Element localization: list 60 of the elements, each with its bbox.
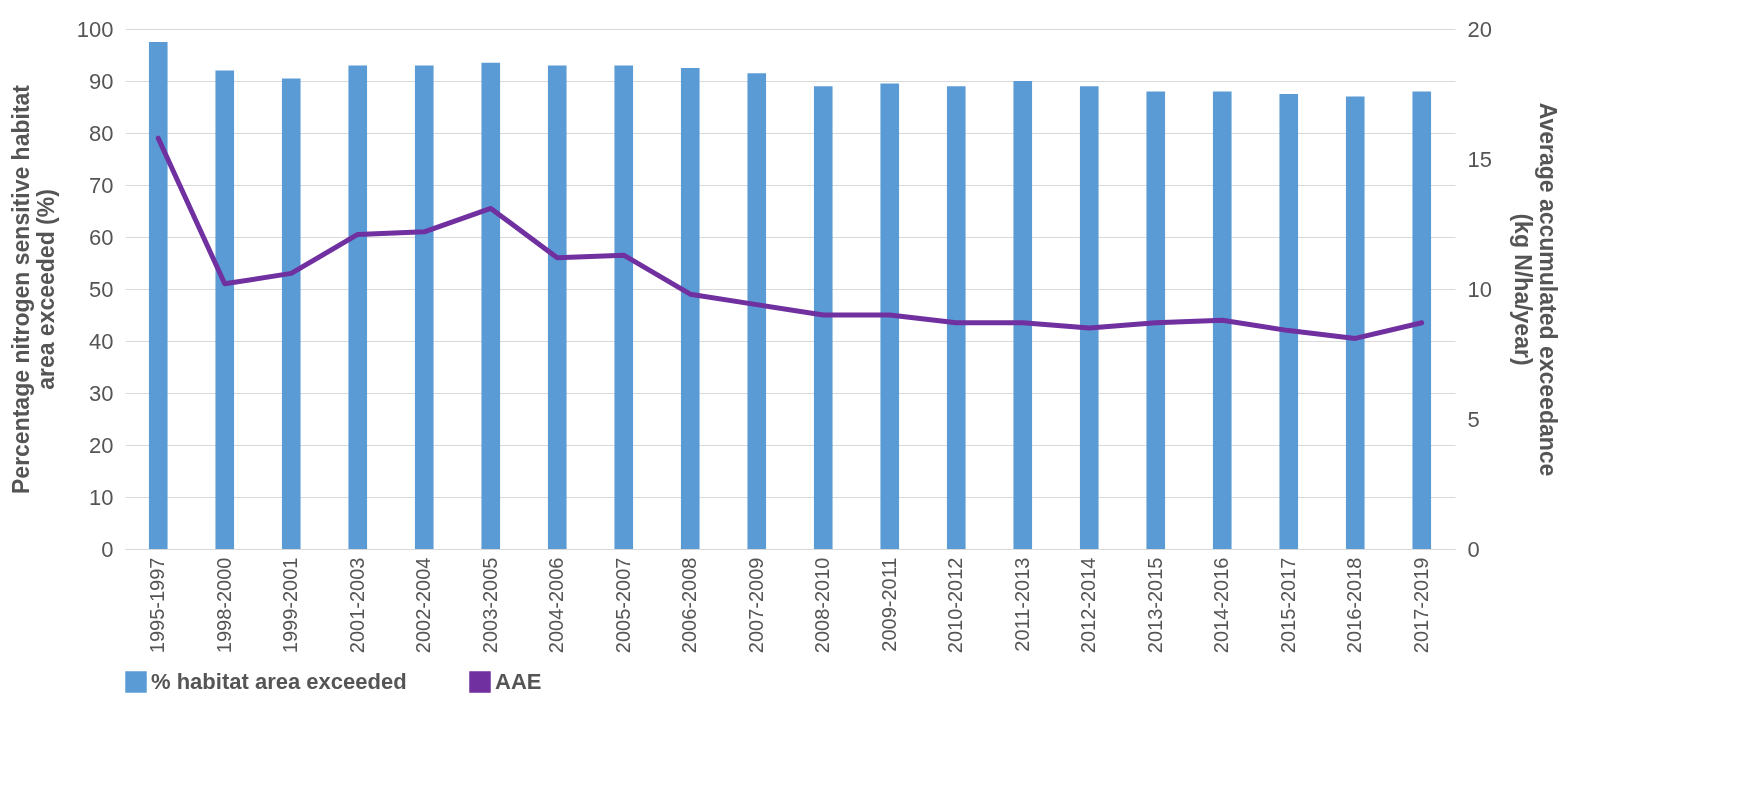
x-tick-label: 2009-2011 (877, 557, 900, 652)
y-axis-title: Percentage nitrogen sensitive habitat area exceeded (%) (7, 84, 59, 495)
bar (148, 42, 168, 549)
bar (1345, 96, 1365, 549)
bar (348, 65, 368, 549)
bar (747, 73, 767, 549)
y-tick-label: 20 (89, 432, 114, 458)
x-tick-label: 2004-2006 (545, 557, 568, 654)
x-tick-label: 2017-2019 (1409, 557, 1432, 654)
y-tick-label: 30 (89, 380, 114, 406)
x-tick-label: 2001-2003 (345, 557, 368, 654)
x-tick-label: 2012-2014 (1077, 557, 1100, 654)
x-tick-label: 2002-2004 (412, 557, 435, 654)
bar (946, 86, 966, 549)
y2-tick-label: 20 (1467, 16, 1492, 42)
bar (614, 65, 634, 549)
bar (1146, 91, 1166, 549)
x-tick-label: 2007-2009 (744, 557, 767, 654)
bar (481, 62, 501, 549)
x-tick-label: 1995-1997 (146, 557, 169, 654)
x-tick-label: 2014-2016 (1210, 557, 1233, 654)
bar (813, 86, 833, 549)
x-tick-label: 2016-2018 (1343, 557, 1366, 654)
x-tick-label: 2015-2017 (1276, 557, 1299, 654)
x-tick-label: 2003-2005 (478, 557, 501, 654)
bar (281, 78, 301, 549)
y2-tick-label: 5 (1467, 406, 1480, 432)
y-tick-label: 50 (89, 276, 114, 302)
x-tick-label: 2006-2008 (678, 557, 701, 654)
x-tick-label: 1998-2000 (212, 557, 235, 654)
bar (1279, 94, 1299, 549)
y-tick-label: 70 (89, 172, 114, 198)
x-tick-label: 1999-2001 (279, 557, 302, 654)
y2-tick-label: 10 (1467, 276, 1492, 302)
y2-tick-label: 0 (1467, 536, 1480, 562)
bar (215, 70, 235, 549)
x-tick-label: 2013-2015 (1143, 557, 1166, 654)
legend-label: % habitat area exceeded (151, 669, 407, 694)
y-tick-label: 80 (89, 120, 114, 146)
x-tick-label: 2008-2010 (811, 557, 834, 654)
bar (414, 65, 434, 549)
bar (1412, 91, 1432, 549)
x-tick-label: 2011-2013 (1010, 557, 1033, 652)
bar (880, 83, 900, 549)
x-tick-label: 2010-2012 (944, 557, 967, 654)
legend-label: AAE (495, 669, 542, 694)
y-tick-label: 60 (89, 224, 114, 250)
y2-tick-label: 15 (1467, 146, 1492, 172)
x-tick-label: 2005-2007 (611, 557, 634, 654)
y-tick-label: 0 (101, 536, 114, 562)
y2-axis-title: Average accumulated exceedance (kg N/ha/year) (1509, 102, 1561, 477)
bar (547, 65, 567, 549)
bar (680, 68, 700, 549)
bar (1212, 91, 1232, 549)
y-tick-label: 40 (89, 328, 114, 354)
y-tick-label: 10 (89, 484, 114, 510)
y-tick-label: 90 (89, 68, 114, 94)
bar (1079, 86, 1099, 549)
bar (1013, 81, 1033, 549)
y-tick-label: 100 (76, 16, 114, 42)
